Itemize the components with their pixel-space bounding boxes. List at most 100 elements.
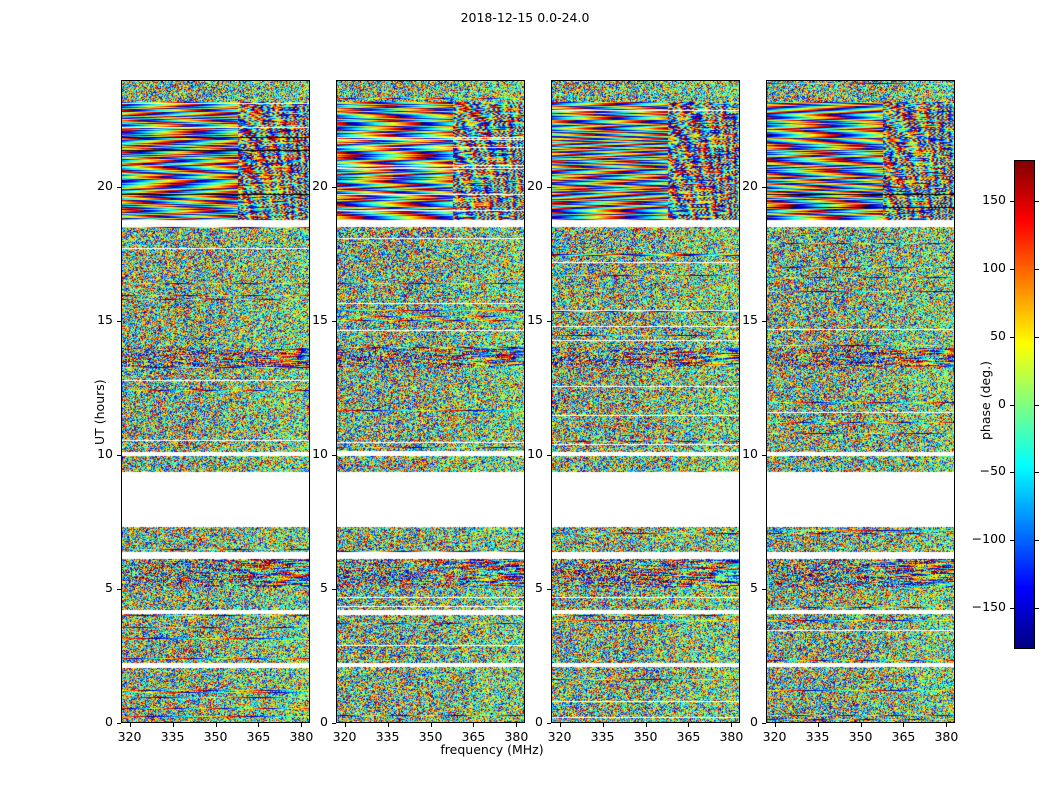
x-tick-label-yy-0: 320 bbox=[332, 729, 357, 744]
x-tick-mark-xy-2 bbox=[646, 723, 647, 727]
x-tick-mark-yx-0 bbox=[775, 723, 776, 727]
y-tick-mark-yx-0 bbox=[762, 723, 766, 724]
waterfall-image-yx bbox=[767, 81, 954, 722]
y-tick-mark-xx-0 bbox=[117, 723, 121, 724]
colorbar-tick-mark-inner-3 bbox=[1010, 405, 1014, 406]
y-tick-label-xx-4: 20 bbox=[97, 178, 113, 194]
y-tick-label-xy-2: 10 bbox=[527, 446, 543, 462]
x-tick-label-xy-0: 320 bbox=[547, 729, 572, 744]
waterfall-image-yy bbox=[337, 81, 524, 722]
y-tick-label-yy-3: 15 bbox=[312, 312, 328, 328]
x-tick-label-xx-1: 335 bbox=[160, 729, 185, 744]
y-tick-mark-yy-1 bbox=[332, 589, 336, 590]
y-tick-mark-yx-1 bbox=[762, 589, 766, 590]
y-axis-label: UT (hours) bbox=[92, 379, 107, 445]
colorbar-tick-mark-2 bbox=[1035, 337, 1039, 338]
waterfall-image-xx bbox=[122, 81, 309, 722]
y-tick-mark-xx-1 bbox=[117, 589, 121, 590]
y-tick-label-yy-0: 0 bbox=[320, 714, 328, 729]
axes-xy[interactable] bbox=[551, 80, 740, 723]
x-tick-label-xy-3: 365 bbox=[676, 729, 701, 744]
x-tick-label-yy-3: 365 bbox=[461, 729, 486, 744]
y-tick-label-yx-4: 20 bbox=[742, 178, 758, 194]
x-tick-label-yx-0: 320 bbox=[762, 729, 787, 744]
colorbar-tick-mark-0 bbox=[1035, 201, 1039, 202]
y-tick-mark-xy-4 bbox=[547, 187, 551, 188]
colorbar-tick-label-2: 50 bbox=[990, 327, 1006, 343]
colorbar-tick-mark-inner-1 bbox=[1010, 269, 1014, 270]
y-tick-mark-xy-1 bbox=[547, 589, 551, 590]
x-tick-mark-yy-2 bbox=[431, 723, 432, 727]
x-tick-label-yx-4: 380 bbox=[934, 729, 959, 744]
colorbar-tick-mark-3 bbox=[1035, 405, 1039, 406]
x-tick-label-xx-2: 350 bbox=[203, 729, 228, 744]
y-tick-label-yy-2: 10 bbox=[312, 446, 328, 462]
figure-suptitle: 2018-12-15 0.0-24.0 bbox=[460, 10, 590, 25]
colorbar-tick-label-1: 100 bbox=[982, 259, 1006, 275]
y-tick-mark-xx-2 bbox=[117, 455, 121, 456]
x-tick-mark-yx-1 bbox=[818, 723, 819, 727]
y-tick-mark-yx-3 bbox=[762, 321, 766, 322]
x-tick-mark-xy-4 bbox=[731, 723, 732, 727]
y-tick-mark-xy-0 bbox=[547, 723, 551, 724]
y-tick-mark-xx-3 bbox=[117, 321, 121, 322]
x-tick-mark-yy-0 bbox=[345, 723, 346, 727]
x-tick-label-xx-3: 365 bbox=[246, 729, 271, 744]
colorbar-tick-label-3: 0 bbox=[998, 395, 1006, 411]
colorbar-tick-mark-5 bbox=[1035, 540, 1039, 541]
colorbar-tick-label-4: −50 bbox=[979, 463, 1006, 479]
x-tick-mark-xy-1 bbox=[603, 723, 604, 727]
colorbar-tick-mark-4 bbox=[1035, 472, 1039, 473]
y-tick-mark-yy-3 bbox=[332, 321, 336, 322]
y-tick-label-xx-2: 10 bbox=[97, 446, 113, 462]
colorbar-tick-mark-inner-4 bbox=[1010, 472, 1014, 473]
x-tick-mark-xx-4 bbox=[301, 723, 302, 727]
y-tick-mark-yx-2 bbox=[762, 455, 766, 456]
colorbar-tick-label-0: 150 bbox=[982, 191, 1006, 207]
x-tick-mark-yx-3 bbox=[903, 723, 904, 727]
x-tick-mark-yx-2 bbox=[861, 723, 862, 727]
y-tick-label-xy-3: 15 bbox=[527, 312, 543, 328]
y-tick-mark-xx-4 bbox=[117, 187, 121, 188]
x-axis-label: frequency (MHz) bbox=[440, 742, 544, 757]
y-tick-mark-yy-2 bbox=[332, 455, 336, 456]
colorbar-tick-label-6: −150 bbox=[971, 599, 1006, 615]
x-tick-label-yy-4: 380 bbox=[504, 729, 529, 744]
axes-yx[interactable] bbox=[766, 80, 955, 723]
y-tick-label-yx-1: 5 bbox=[750, 580, 758, 596]
y-tick-label-xy-4: 20 bbox=[527, 178, 543, 194]
y-tick-label-xy-1: 5 bbox=[535, 580, 543, 596]
y-tick-mark-yx-4 bbox=[762, 187, 766, 188]
x-tick-mark-yy-1 bbox=[388, 723, 389, 727]
axes-yy[interactable] bbox=[336, 80, 525, 723]
y-tick-mark-xy-3 bbox=[547, 321, 551, 322]
colorbar-label: phase (deg.) bbox=[978, 361, 993, 440]
waterfall-image-xy bbox=[552, 81, 739, 722]
x-tick-label-yy-1: 335 bbox=[375, 729, 400, 744]
x-tick-mark-xy-0 bbox=[560, 723, 561, 727]
x-tick-mark-yx-4 bbox=[946, 723, 947, 727]
y-tick-label-yy-4: 20 bbox=[312, 178, 328, 194]
x-tick-mark-yy-4 bbox=[516, 723, 517, 727]
x-tick-label-yx-2: 350 bbox=[848, 729, 873, 744]
colorbar bbox=[1014, 160, 1035, 649]
y-tick-mark-yy-0 bbox=[332, 723, 336, 724]
y-tick-label-xx-1: 5 bbox=[105, 580, 113, 596]
x-tick-label-xy-2: 350 bbox=[633, 729, 658, 744]
colorbar-tick-mark-inner-5 bbox=[1010, 540, 1014, 541]
x-tick-mark-xx-0 bbox=[130, 723, 131, 727]
colorbar-tick-label-5: −100 bbox=[971, 531, 1006, 547]
x-tick-label-yy-2: 350 bbox=[418, 729, 443, 744]
y-tick-mark-xy-2 bbox=[547, 455, 551, 456]
y-tick-label-yy-1: 5 bbox=[320, 580, 328, 596]
y-tick-label-xx-3: 15 bbox=[97, 312, 113, 328]
x-tick-label-yx-3: 365 bbox=[891, 729, 916, 744]
x-tick-mark-yy-3 bbox=[473, 723, 474, 727]
x-tick-label-yx-1: 335 bbox=[805, 729, 830, 744]
colorbar-tick-mark-inner-6 bbox=[1010, 608, 1014, 609]
axes-xx[interactable] bbox=[121, 80, 310, 723]
x-tick-label-xy-4: 380 bbox=[719, 729, 744, 744]
x-tick-label-xx-0: 320 bbox=[117, 729, 142, 744]
colorbar-tick-mark-inner-2 bbox=[1010, 337, 1014, 338]
